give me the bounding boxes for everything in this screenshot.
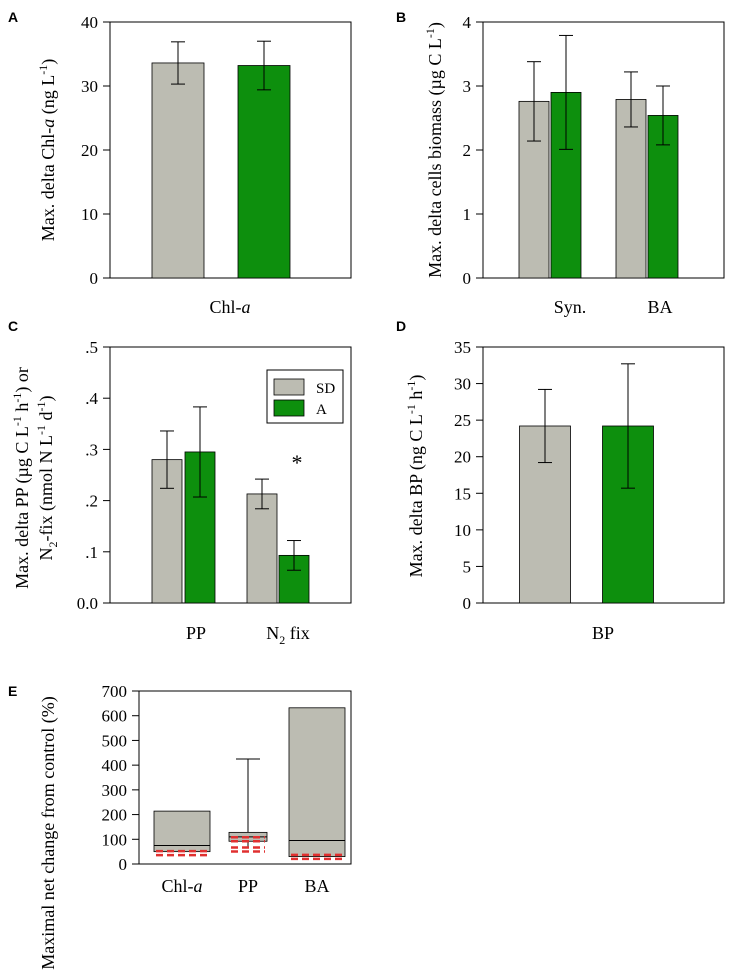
- legend-label-sd: SD: [316, 381, 335, 397]
- y-tick-label-d: 25: [454, 411, 471, 430]
- x-label-e-pp: PP: [238, 876, 258, 896]
- y-axis-label-c-line2: N2-fix (nmol N L-1 d-1): [34, 396, 60, 561]
- bars-d: [519, 363, 654, 604]
- bar-b-a-0: [550, 92, 582, 279]
- y-tick-label-e: 400: [102, 756, 128, 775]
- panel-b: B 0 1 2 3 4 Max. delta cells biomass (µg C L…: [396, 9, 725, 317]
- y-tick-label-d: 0: [463, 594, 472, 613]
- y-tick-label-d: 10: [454, 521, 471, 540]
- y-axis-c: 0.0 .1 .2 .3 .4 .5: [77, 338, 110, 613]
- bar-a-sd-0: [151, 62, 205, 279]
- y-tick-label-d: 35: [454, 338, 471, 357]
- y-tick-label-e: 700: [102, 682, 128, 701]
- bar-c-sd-1: [246, 493, 278, 604]
- x-label-ba: BA: [647, 297, 672, 317]
- y-tick-label-b: 1: [463, 205, 472, 224]
- y-axis-label-d: Max. delta BP (ng C L-1 h-1): [404, 375, 427, 578]
- y-axis-label-b: Max. delta cells biomass (µg C L-1): [423, 22, 446, 278]
- y-tick-label-a: 10: [81, 205, 98, 224]
- y-axis-label-c-line1: Max. delta PP (µg C L-1 h-1) or: [10, 367, 33, 589]
- bar-b-sd-0: [518, 100, 550, 279]
- y-tick-label-c: .3: [85, 440, 98, 459]
- x-label-chl-a: Chl-a: [209, 297, 250, 317]
- y-tick-label-c: .2: [85, 492, 98, 511]
- bars-c: [151, 406, 310, 604]
- y-tick-label-d: 20: [454, 448, 471, 467]
- y-tick-label-c: .1: [85, 543, 98, 562]
- panel-d: D 0 5 10 15 20 25 30 35 Max. delta BP (ng C L-1…: [396, 318, 725, 643]
- bars-b: [518, 34, 679, 279]
- panel-label-e: E: [8, 683, 17, 699]
- x-label-syn: Syn.: [554, 297, 587, 317]
- y-tick-label-e: 0: [119, 855, 128, 874]
- y-axis-a: 0 10 20 30 40: [81, 13, 110, 288]
- plot-frame-a: [109, 21, 352, 279]
- y-axis-b: 0 1 2 3 4: [463, 13, 483, 288]
- panel-label-d: D: [396, 318, 406, 334]
- y-tick-label-a: 0: [90, 269, 99, 288]
- y-tick-label-a: 20: [81, 141, 98, 160]
- significance-asterisk: *: [292, 450, 303, 475]
- y-tick-label-b: 4: [463, 13, 472, 32]
- x-label-bp: BP: [592, 623, 614, 643]
- bar-a-a-0: [237, 65, 291, 279]
- panel-label-a: A: [8, 9, 18, 25]
- y-axis-d: 0 5 10 15 20 25 30 35: [454, 338, 483, 613]
- y-tick-label-c: 0.0: [77, 594, 98, 613]
- legend-swatch-sd: [273, 378, 305, 396]
- y-tick-label-a: 30: [81, 77, 98, 96]
- panel-c: C 0.0 .1 .2 .3 .4 .5 Max. delta PP (µg C L-1 …: [8, 318, 352, 647]
- bars-a: [151, 40, 291, 279]
- y-tick-label-e: 200: [102, 806, 128, 825]
- y-axis-e: 0 100 200 300 400 500 600 700: [102, 682, 139, 874]
- box-0-body: [153, 810, 211, 853]
- legend: SD A: [266, 369, 344, 424]
- y-axis-label-a: Max. delta Chl-a (ng L-1): [36, 59, 59, 241]
- panel-a: A 0 10 20 30 40 Max. delta Chl-a (ng L-1) Ch…: [8, 9, 352, 317]
- x-label-n2-fix: N2 fix: [266, 623, 310, 647]
- y-tick-label-e: 100: [102, 830, 128, 849]
- y-tick-label-c: .5: [85, 338, 98, 357]
- y-tick-label-e: 300: [102, 781, 128, 800]
- y-tick-label-d: 15: [454, 484, 471, 503]
- boxes-e: [153, 707, 346, 861]
- y-tick-label-d: 5: [463, 557, 472, 576]
- panel-e: E 0 100 200 300 400 500 600 700 Maximal net cha…: [8, 682, 352, 970]
- y-tick-label-e: 600: [102, 707, 128, 726]
- panel-label-c: C: [8, 318, 18, 334]
- box-2-body: [288, 707, 346, 857]
- x-label-e-chl-a: Chl-a: [161, 876, 202, 896]
- y-tick-label-e: 500: [102, 731, 128, 750]
- y-tick-label-a: 40: [81, 13, 98, 32]
- y-tick-label-b: 0: [463, 269, 472, 288]
- y-tick-label-b: 3: [463, 77, 472, 96]
- plot-frame-c: [109, 346, 352, 604]
- legend-label-a: A: [316, 402, 327, 418]
- x-label-pp: PP: [186, 623, 206, 643]
- y-tick-label-c: .4: [85, 389, 98, 408]
- panel-label-b: B: [396, 9, 406, 25]
- y-axis-label-e: Maximal net change from control (%): [38, 696, 59, 969]
- x-label-e-ba: BA: [304, 876, 329, 896]
- bar-b-sd-1: [615, 99, 647, 279]
- legend-swatch-a: [273, 399, 305, 417]
- y-tick-label-d: 30: [454, 375, 471, 394]
- plot-frame-e: [138, 690, 352, 865]
- y-tick-label-b: 2: [463, 141, 472, 160]
